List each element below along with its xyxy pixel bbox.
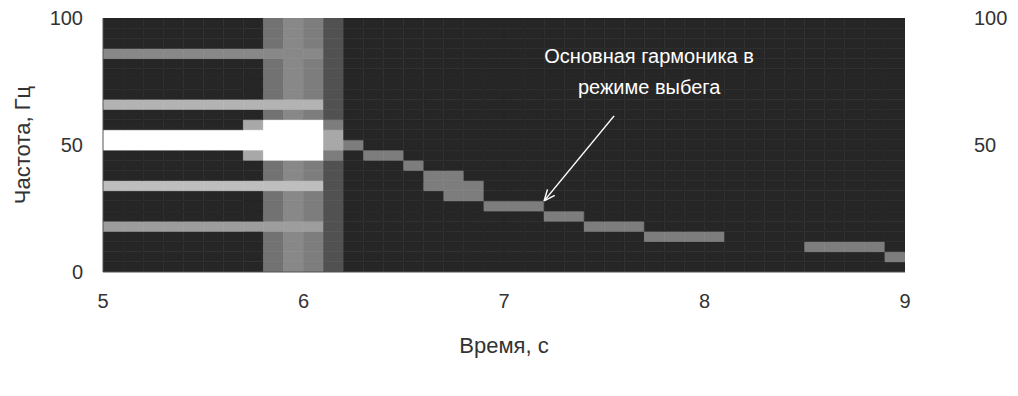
svg-text:0: 0 xyxy=(72,261,83,283)
svg-text:режиме выбега: режиме выбега xyxy=(578,76,721,98)
svg-text:Основная гармоника в: Основная гармоника в xyxy=(544,45,754,67)
svg-text:50: 50 xyxy=(974,134,996,156)
svg-text:5: 5 xyxy=(97,290,108,312)
svg-text:100: 100 xyxy=(974,7,1007,29)
svg-text:9: 9 xyxy=(899,290,910,312)
svg-text:100: 100 xyxy=(50,7,83,29)
svg-text:8: 8 xyxy=(699,290,710,312)
svg-text:6: 6 xyxy=(298,290,309,312)
svg-text:7: 7 xyxy=(498,290,509,312)
svg-text:50: 50 xyxy=(61,134,83,156)
svg-text:Время, с: Время, с xyxy=(459,333,548,358)
svg-text:Частота, Гц: Частота, Гц xyxy=(10,85,35,204)
